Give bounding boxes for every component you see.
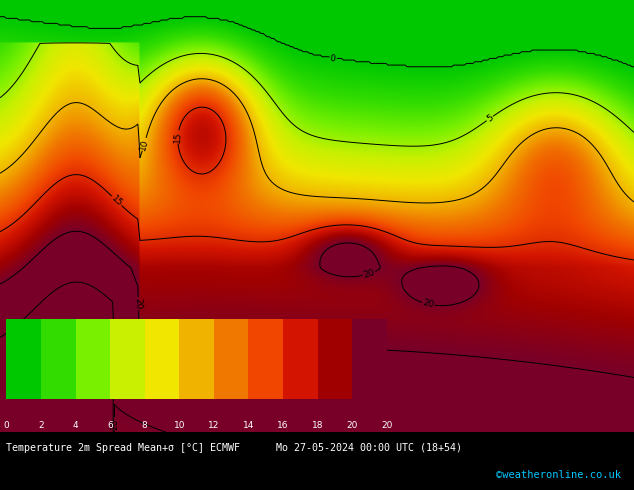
- Text: 20: 20: [381, 421, 392, 430]
- Bar: [110, 318, 145, 399]
- Text: 12: 12: [208, 421, 219, 430]
- Bar: [41, 318, 75, 399]
- Text: 8: 8: [142, 421, 148, 430]
- Text: 10: 10: [174, 421, 185, 430]
- Bar: [179, 318, 214, 399]
- Text: Temperature 2m Spread Mean+σ [°C] ECMWF      Mo 27-05-2024 00:00 UTC (18+54): Temperature 2m Spread Mean+σ [°C] ECMWF …: [6, 442, 462, 453]
- Text: 15: 15: [109, 194, 124, 208]
- Bar: [75, 318, 110, 399]
- Text: 20: 20: [422, 298, 435, 310]
- Bar: [283, 318, 318, 399]
- Text: 20: 20: [134, 298, 143, 310]
- Text: 18: 18: [312, 421, 323, 430]
- Bar: [6, 318, 41, 399]
- Bar: [249, 318, 283, 399]
- Text: 20: 20: [362, 268, 376, 280]
- Text: 15: 15: [173, 131, 183, 143]
- Text: 10: 10: [138, 138, 150, 151]
- Bar: [318, 318, 352, 399]
- Text: 20: 20: [346, 421, 358, 430]
- Bar: [352, 318, 387, 399]
- Text: 0: 0: [330, 54, 336, 63]
- Text: 0: 0: [3, 421, 10, 430]
- Text: 2: 2: [38, 421, 44, 430]
- Text: 14: 14: [243, 421, 254, 430]
- Text: ©weatheronline.co.uk: ©weatheronline.co.uk: [496, 469, 621, 480]
- Text: 5: 5: [485, 113, 495, 124]
- Bar: [145, 318, 179, 399]
- Text: 4: 4: [73, 421, 79, 430]
- Text: 6: 6: [107, 421, 113, 430]
- Text: 16: 16: [277, 421, 288, 430]
- Text: 20: 20: [122, 364, 133, 373]
- Bar: [214, 318, 249, 399]
- Text: 20: 20: [110, 418, 119, 430]
- Text: 25: 25: [108, 381, 118, 393]
